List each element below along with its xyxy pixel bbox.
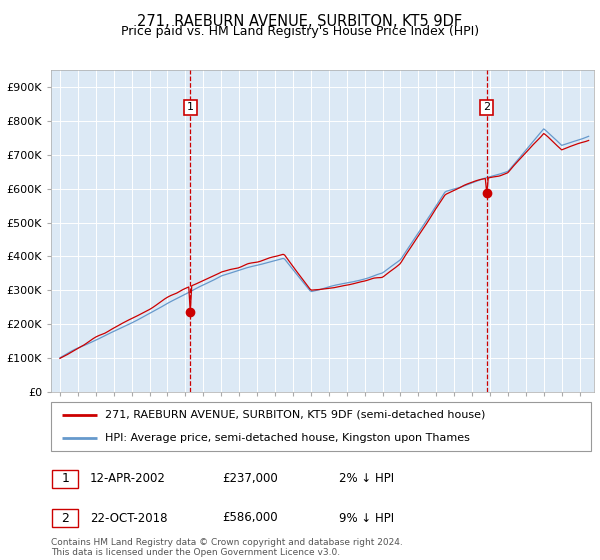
Text: 271, RAEBURN AVENUE, SURBITON, KT5 9DF: 271, RAEBURN AVENUE, SURBITON, KT5 9DF — [137, 14, 463, 29]
Text: 2: 2 — [61, 511, 70, 525]
FancyBboxPatch shape — [52, 470, 79, 488]
Text: Contains HM Land Registry data © Crown copyright and database right 2024.
This d: Contains HM Land Registry data © Crown c… — [51, 538, 403, 557]
Text: 2: 2 — [483, 102, 490, 113]
Text: £237,000: £237,000 — [222, 472, 278, 486]
Text: 2% ↓ HPI: 2% ↓ HPI — [339, 472, 394, 486]
Text: HPI: Average price, semi-detached house, Kingston upon Thames: HPI: Average price, semi-detached house,… — [105, 433, 470, 444]
Text: 271, RAEBURN AVENUE, SURBITON, KT5 9DF (semi-detached house): 271, RAEBURN AVENUE, SURBITON, KT5 9DF (… — [105, 410, 485, 420]
Text: £586,000: £586,000 — [222, 511, 278, 525]
Text: Price paid vs. HM Land Registry's House Price Index (HPI): Price paid vs. HM Land Registry's House … — [121, 25, 479, 38]
Text: 1: 1 — [61, 472, 70, 486]
Text: 9% ↓ HPI: 9% ↓ HPI — [339, 511, 394, 525]
FancyBboxPatch shape — [52, 509, 79, 527]
Text: 22-OCT-2018: 22-OCT-2018 — [90, 511, 167, 525]
Text: 1: 1 — [187, 102, 194, 113]
Text: 12-APR-2002: 12-APR-2002 — [90, 472, 166, 486]
FancyBboxPatch shape — [51, 402, 591, 451]
